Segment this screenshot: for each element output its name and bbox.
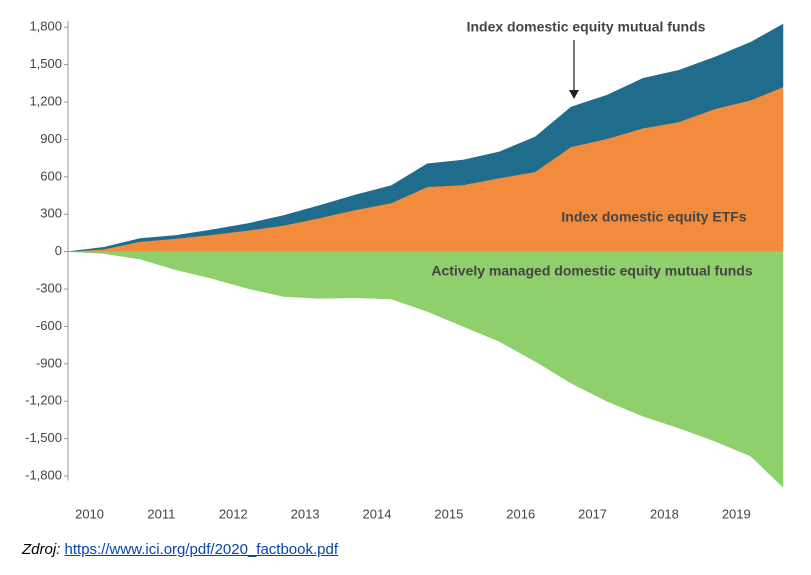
y-tick-label: 1,800 (29, 19, 62, 34)
y-tick-label: -1,200 (25, 393, 62, 408)
y-tick-label: -900 (36, 355, 62, 370)
y-tick-label: 300 (40, 206, 62, 221)
x-tick-label: 2013 (291, 506, 320, 521)
area (67, 23, 784, 252)
y-tick-label: 0 (55, 243, 62, 258)
y-tick-label: 1,200 (29, 93, 62, 108)
chart: -1,800 -1,500 -1,200 -900 -600 -300 0 300 600 900… (25, 19, 784, 521)
x-tick-label: 2019 (722, 506, 751, 521)
x-tick-label: 2015 (434, 506, 463, 521)
y-tick-label: 1,500 (29, 56, 62, 71)
source-prefix: Zdroj: (22, 541, 61, 558)
y-tick-label: -1,800 (25, 467, 62, 482)
annotation: Actively managed domestic equity mutual … (431, 263, 753, 279)
arrow-head (569, 90, 579, 99)
annotation: Index domestic equity ETFs (561, 209, 746, 225)
y-tick-label: 600 (40, 168, 62, 183)
area (67, 251, 784, 488)
y-tick-label: -600 (36, 318, 62, 333)
y-tick-label: -300 (36, 280, 62, 295)
x-tick-label: 2012 (219, 506, 248, 521)
source-link[interactable]: https://www.ici.org/pdf/2020_factbook.pd… (64, 541, 339, 558)
x-tick-label: 2011 (147, 506, 175, 521)
y-tick-label: -1,500 (25, 430, 62, 445)
y-tick-label: 900 (40, 131, 62, 146)
x-tick-label: 2016 (506, 506, 535, 521)
x-tick-label: 2018 (650, 506, 679, 521)
x-tick-label: 2014 (363, 506, 392, 521)
x-tick-label: 2010 (75, 506, 104, 521)
annotation: Index domestic equity mutual funds (467, 19, 706, 35)
source: Zdroj: https://www.ici.org/pdf/2020_fact… (22, 541, 338, 558)
x-tick-label: 2017 (578, 506, 607, 521)
